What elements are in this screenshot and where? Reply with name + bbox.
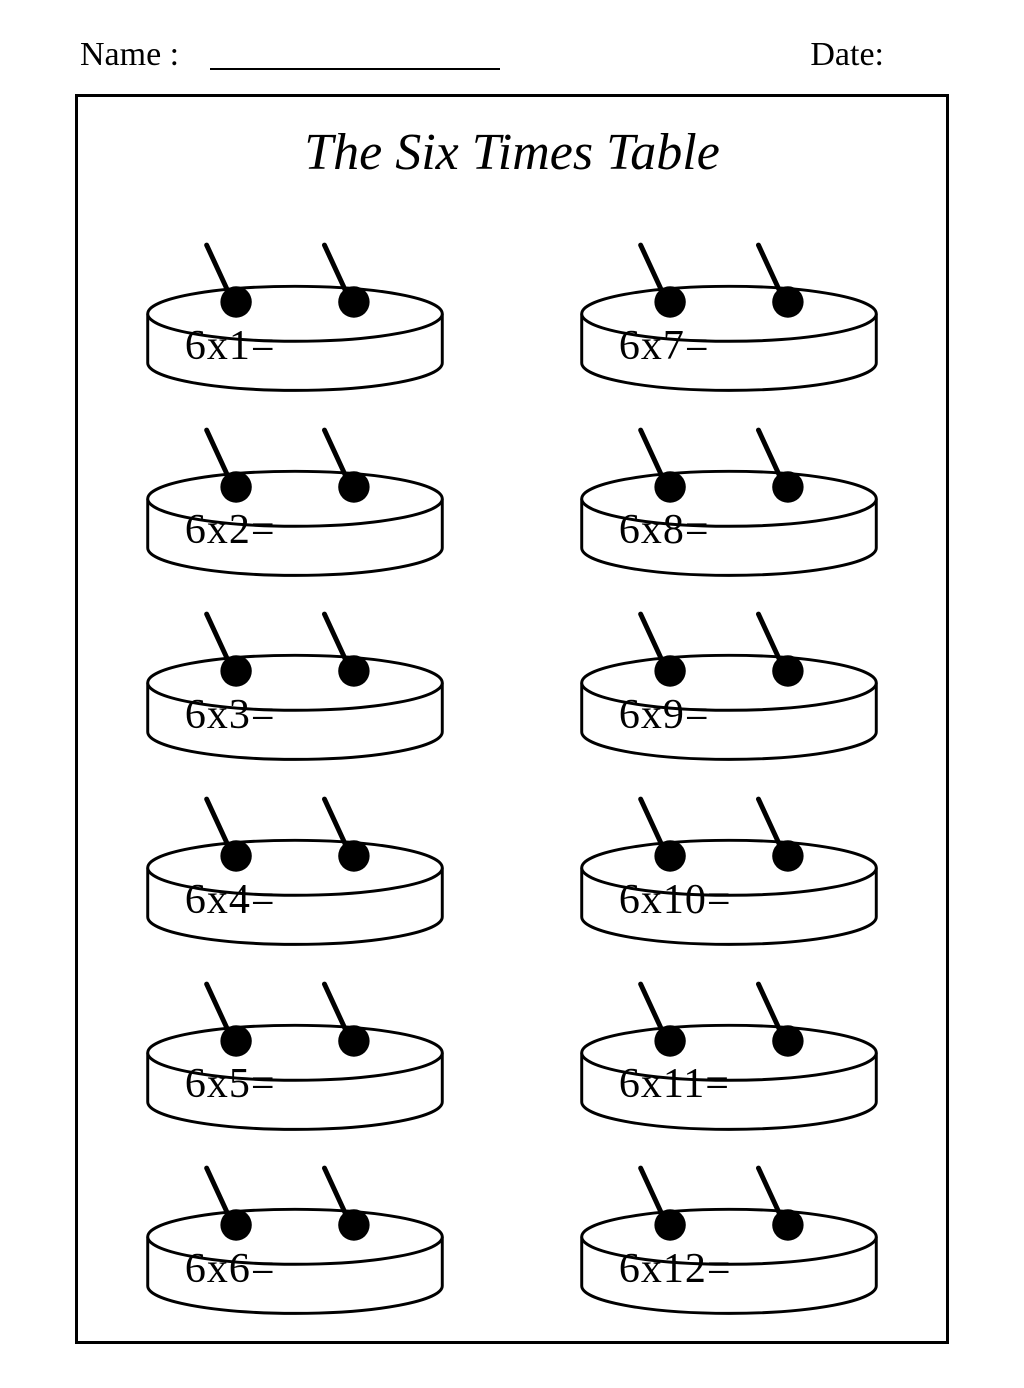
drum-cell[interactable]: 6x6= xyxy=(133,1148,457,1321)
drum-cell[interactable]: 6x4= xyxy=(133,779,457,952)
drum-cell[interactable]: 6x5= xyxy=(133,964,457,1137)
drum-grid: 6x1= 6x2= 6x3= 6x4= xyxy=(133,225,891,1321)
drum-cell[interactable]: 6x3= xyxy=(133,594,457,767)
equation-text: 6x7= xyxy=(619,322,710,370)
equation-text: 6x1= xyxy=(185,322,276,370)
equation-text: 6x2= xyxy=(185,506,276,554)
worksheet-header: Name : Date: xyxy=(80,36,964,86)
drum-cell[interactable]: 6x10= xyxy=(567,779,891,952)
date-label: Date: xyxy=(810,36,884,74)
worksheet-frame: The Six Times Table 6x1= 6x2= xyxy=(75,94,949,1344)
drum-cell[interactable]: 6x11= xyxy=(567,964,891,1137)
equation-text: 6x8= xyxy=(619,506,710,554)
equation-text: 6x12= xyxy=(619,1245,732,1293)
equation-text: 6x9= xyxy=(619,691,710,739)
drum-cell[interactable]: 6x7= xyxy=(567,225,891,398)
drum-cell[interactable]: 6x1= xyxy=(133,225,457,398)
equation-text: 6x3= xyxy=(185,691,276,739)
drum-cell[interactable]: 6x2= xyxy=(133,410,457,583)
name-label: Name : xyxy=(80,36,179,74)
worksheet-page: Name : Date: The Six Times Table 6x1= 6x… xyxy=(0,0,1024,1388)
worksheet-title: The Six Times Table xyxy=(78,123,946,182)
drum-cell[interactable]: 6x12= xyxy=(567,1148,891,1321)
equation-text: 6x4= xyxy=(185,876,276,924)
drum-cell[interactable]: 6x8= xyxy=(567,410,891,583)
name-blank-line[interactable] xyxy=(210,68,500,70)
equation-text: 6x5= xyxy=(185,1060,276,1108)
equation-text: 6x10= xyxy=(619,876,732,924)
equation-text: 6x11= xyxy=(619,1060,730,1108)
drum-cell[interactable]: 6x9= xyxy=(567,594,891,767)
equation-text: 6x6= xyxy=(185,1245,276,1293)
